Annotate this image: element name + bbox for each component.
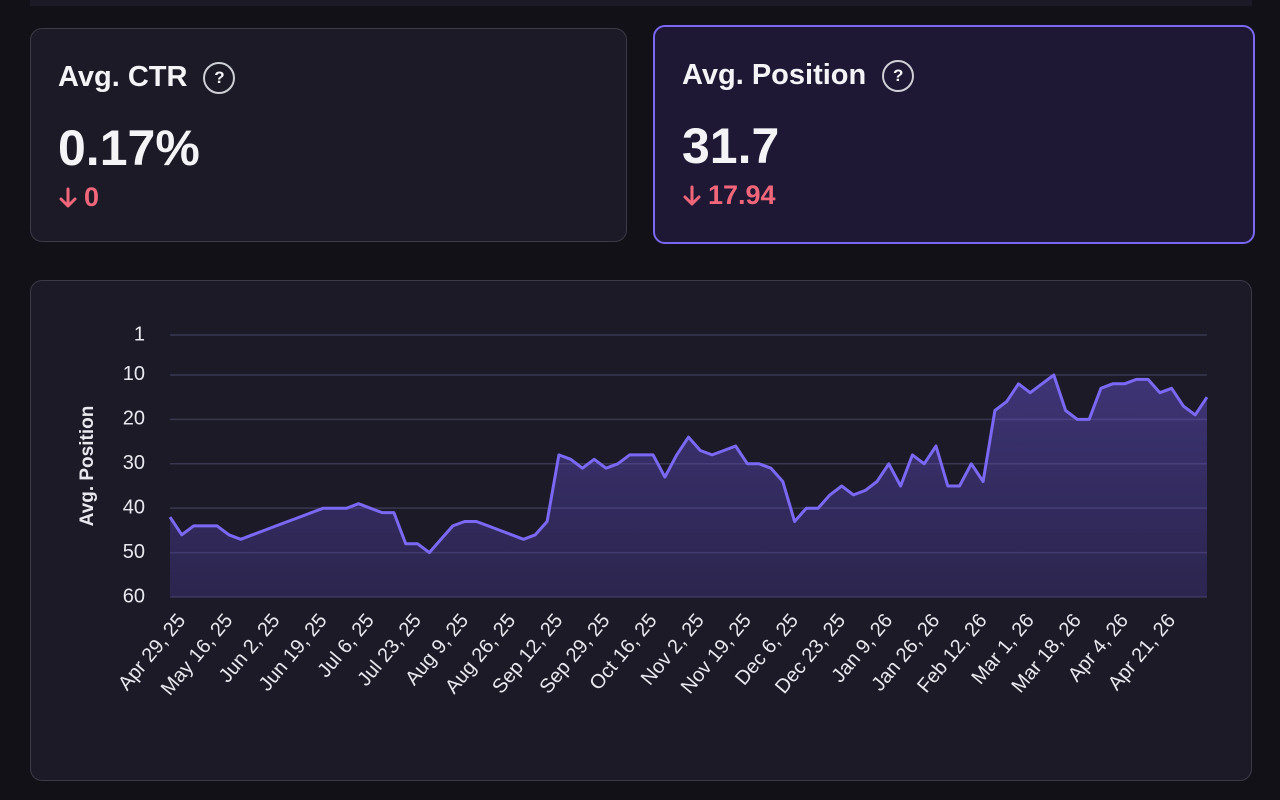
label-text: Avg. CTR [58,61,188,93]
delta-text: 0 [84,182,100,212]
y-tick-label: 20 [123,408,145,430]
down-arrow [683,185,701,205]
delta-text: 17.94 [708,180,776,210]
metric-label: Avg. CTR? [58,61,236,94]
y-tick-label: 10 [123,363,145,385]
label-text: Avg. Position [682,59,867,91]
y-tick-label: 50 [123,541,145,563]
metric-value: 0.17% [58,120,200,176]
area [170,375,1207,597]
metric-label: Avg. Position? [682,59,915,92]
metric-delta: 0 [58,182,99,213]
y-axis-title: Avg. Position [77,406,98,527]
metric-card[interactable]: Avg. CTR? 0.17% 0 [30,28,627,242]
help-icon[interactable]: ? [203,61,236,94]
line [168,373,1209,555]
y-tick-label: 1 [134,323,145,345]
previous-row [30,0,1252,6]
y-tick-label: 30 [123,452,145,474]
metric-card-selected[interactable]: Avg. Position? 31.7 17.94 [653,25,1255,244]
y-tick-label: 60 [123,585,145,607]
metric-value: 31.7 [682,118,780,174]
down-arrow [59,187,77,207]
y-tick-label: 40 [123,496,145,518]
metric-delta: 17.94 [682,180,776,211]
help-icon[interactable]: ? [882,59,915,92]
